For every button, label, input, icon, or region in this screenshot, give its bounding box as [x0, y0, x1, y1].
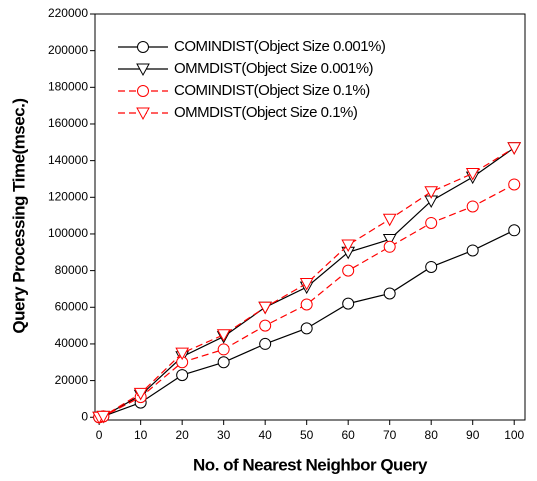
- legend-label: COMINDIST(Object Size 0.001%): [174, 38, 386, 55]
- plot-frame: [94, 13, 526, 421]
- marker: [300, 298, 313, 311]
- series-line: [99, 147, 515, 418]
- marker: [342, 264, 355, 277]
- marker: [133, 387, 148, 401]
- marker: [383, 287, 396, 300]
- marker: [136, 107, 150, 121]
- marker: [259, 337, 272, 350]
- y-tick-label: 140000: [48, 153, 88, 167]
- marker: [424, 186, 439, 199]
- y-tick-label: 220000: [48, 6, 88, 20]
- marker: [217, 356, 230, 369]
- y-tick-label: 180000: [48, 79, 88, 93]
- y-tick-label: 80000: [55, 263, 89, 277]
- marker: [382, 233, 397, 247]
- x-tick-label: 90: [466, 428, 480, 442]
- marker: [425, 216, 438, 229]
- x-axis-title: No. of Nearest Neighbor Query: [193, 455, 428, 474]
- marker: [299, 277, 314, 291]
- marker: [216, 329, 231, 342]
- marker: [137, 85, 149, 97]
- x-tick-label: 0: [96, 428, 103, 442]
- y-tick-label: 40000: [55, 336, 89, 350]
- marker: [508, 178, 521, 191]
- y-tick-label: 100000: [48, 226, 88, 240]
- marker: [136, 63, 150, 77]
- marker: [383, 240, 396, 253]
- y-tick-label: 120000: [48, 189, 88, 203]
- y-tick-label: 200000: [48, 43, 88, 57]
- marker: [96, 410, 111, 424]
- marker: [176, 369, 189, 382]
- marker: [382, 213, 397, 227]
- series-line: [99, 147, 515, 418]
- marker: [137, 41, 149, 53]
- x-tick-label: 30: [217, 428, 231, 442]
- x-tick-label: 80: [425, 428, 439, 442]
- marker: [258, 301, 273, 315]
- legend-label: OMMDIST(Object Size 0.001%): [174, 60, 374, 77]
- marker: [341, 239, 356, 252]
- marker: [507, 142, 522, 155]
- x-tick-label: 40: [258, 428, 272, 442]
- y-tick-label: 160000: [48, 116, 88, 130]
- x-tick-label: 10: [134, 428, 148, 442]
- series-line: [99, 183, 515, 418]
- x-tick-label: 20: [175, 428, 189, 442]
- x-tick-label: 70: [383, 428, 397, 442]
- marker: [217, 343, 230, 356]
- legend-label: COMINDIST(Object Size 0.1%): [174, 82, 370, 99]
- marker: [508, 224, 521, 237]
- marker: [425, 260, 438, 273]
- marker: [259, 319, 272, 332]
- marker: [175, 347, 190, 361]
- y-tick-label: 60000: [55, 299, 89, 313]
- y-tick-label: 20000: [55, 373, 89, 387]
- marker: [300, 322, 313, 335]
- marker: [466, 244, 479, 257]
- x-tick-label: 100: [504, 428, 524, 442]
- y-tick-label: 0: [81, 409, 88, 423]
- y-axis-title: Query Processing Time(msec.): [9, 98, 28, 333]
- marker: [342, 297, 355, 310]
- marker: [466, 200, 479, 213]
- x-tick-label: 60: [342, 428, 356, 442]
- x-tick-label: 50: [300, 428, 314, 442]
- marker: [465, 167, 480, 181]
- series-line: [99, 229, 515, 418]
- legend-label: OMMDIST(Object Size 0.1%): [174, 104, 358, 121]
